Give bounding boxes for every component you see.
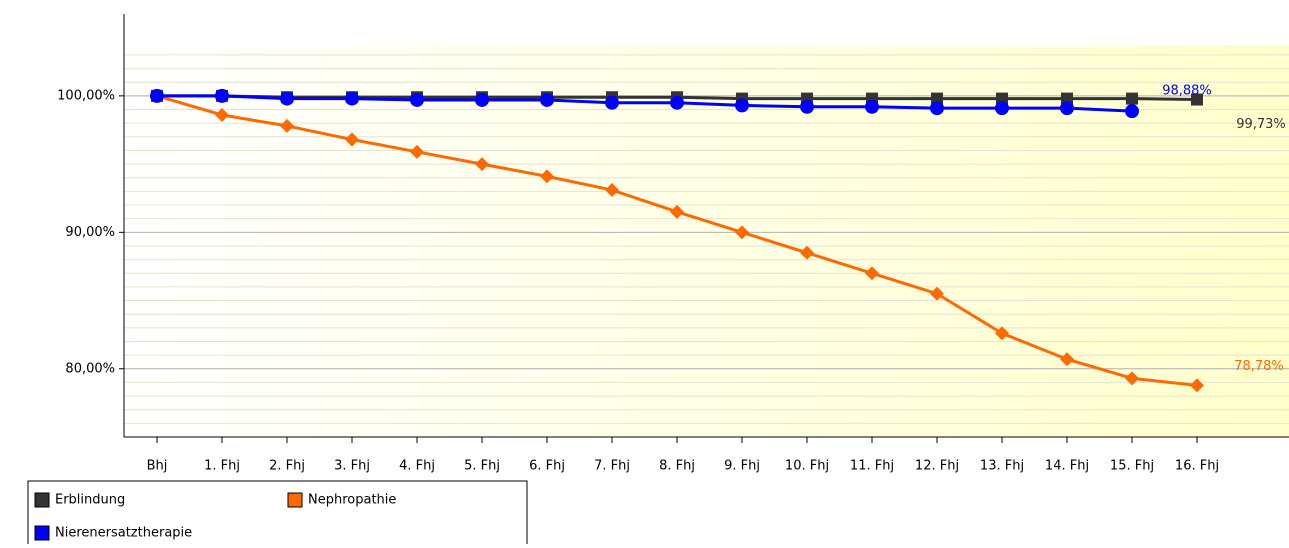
marker [410,92,424,107]
marker [996,92,1008,105]
marker [1191,93,1203,106]
x-tick-label: 2. Fhj [269,459,305,474]
marker [865,266,879,281]
series-lines [150,88,1204,393]
marker [1125,104,1139,119]
marker [1060,101,1074,116]
marker [670,204,684,219]
marker [995,326,1009,341]
marker [865,99,879,114]
marker [800,99,814,114]
marker [345,132,359,147]
grid [124,54,1289,438]
marker [1125,371,1139,386]
marker [475,157,489,172]
marker [540,92,554,107]
value-label: 98,88% [1162,84,1212,99]
x-tick-label: 9. Fhj [724,459,760,474]
marker [475,92,489,107]
x-tick-label: 6. Fhj [529,459,565,474]
marker [605,95,619,110]
marker [1126,92,1138,105]
x-tick-label: 4. Fhj [399,459,435,474]
marker [735,98,749,113]
x-tick-label: 5. Fhj [464,459,500,474]
marker [995,101,1009,116]
series-line [157,94,1133,113]
legend-swatch [34,492,50,508]
legend-swatch [34,525,50,541]
x-tick-label: 10. Fhj [785,459,829,474]
marker [1061,92,1073,105]
marker [605,183,619,198]
legend [27,480,528,548]
marker [670,95,684,110]
y-tick-label: 80,00% [65,361,115,376]
marker [410,144,424,159]
x-tick-label: 14. Fhj [1045,459,1089,474]
x-tick-label: 8. Fhj [659,459,695,474]
marker [215,88,229,103]
y-tick-label: 100,00% [57,88,115,103]
marker [540,169,554,184]
x-tick-label: 11. Fhj [850,459,894,474]
value-label: 99,73% [1236,117,1286,132]
marker [1190,378,1204,393]
marker [215,107,229,122]
marker [931,92,943,105]
x-tick-label: 16. Fhj [1175,459,1219,474]
legend-label: Erblindung [55,493,125,508]
marker [930,286,944,301]
marker [280,118,294,133]
x-tick-label: 15. Fhj [1110,459,1154,474]
marker [735,225,749,240]
x-tick-label: 1. Fhj [204,459,240,474]
marker [280,91,294,106]
marker [345,91,359,106]
y-tick-label: 90,00% [65,225,115,240]
marker [930,101,944,116]
x-tick-label: 7. Fhj [594,459,630,474]
marker [800,245,814,260]
legend-swatch [287,492,303,508]
legend-label: Nierenersatztherapie [55,526,192,541]
value-label: 78,78% [1234,359,1284,374]
x-tick-label: 13. Fhj [980,459,1024,474]
legend-label: Nephropathie [308,493,396,508]
x-tick-label: 3. Fhj [334,459,370,474]
marker [1060,352,1074,367]
x-tick-label: 12. Fhj [915,459,959,474]
x-tick-label: Bhj [147,459,168,474]
marker [150,88,164,103]
